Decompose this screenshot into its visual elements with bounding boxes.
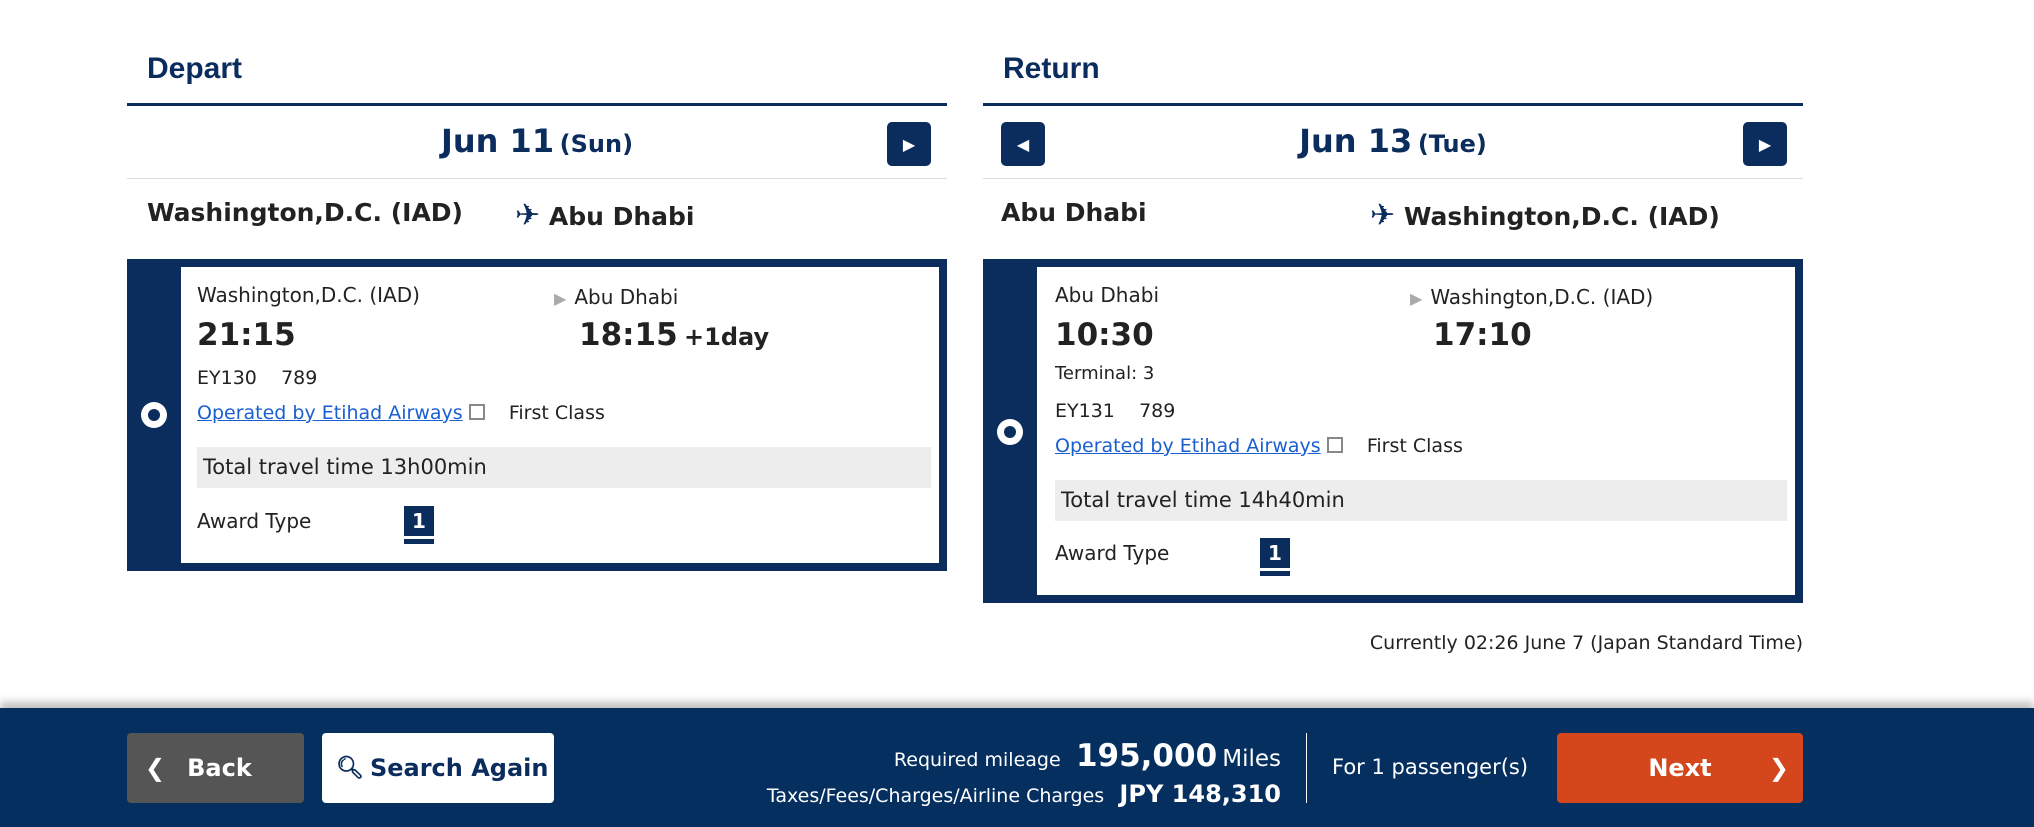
search-again-button[interactable]: 🔍︎ Search Again [322, 733, 554, 803]
operated-by-link[interactable]: Operated by Etihad Airways [1055, 435, 1321, 457]
passenger-count: For 1 passenger(s) [1332, 755, 1529, 779]
triangle-right-icon: ▶ [554, 289, 567, 308]
route-origin: Washington,D.C. (IAD) [147, 198, 463, 227]
total-travel-time: Total travel time 14h40min [1055, 480, 1787, 521]
award-type-badge: 1 [404, 506, 434, 544]
operated-by-link[interactable]: Operated by Etihad Airways [197, 402, 463, 424]
external-link-icon [1326, 437, 1343, 453]
divider [127, 103, 947, 106]
arr-city: ▶ Washington,D.C. (IAD) [1410, 285, 1654, 309]
plane-icon: ✈ [1370, 198, 1396, 233]
arr-time: 18:15 +1day [579, 317, 770, 353]
award-type-badge: 1 [1260, 538, 1290, 576]
flight-option-card[interactable]: Washington,D.C. (IAD) ▶ Abu Dhabi 21:15 1… [127, 259, 947, 571]
taxes-row: Taxes/Fees/Charges/Airline Charges JPY 1… [766, 780, 1281, 808]
operator-row: Operated by Etihad Airways First Class [197, 402, 605, 424]
chevron-right-icon: ❯ [1768, 754, 1789, 782]
divider [1306, 733, 1307, 803]
dep-time: 10:30 [1055, 317, 1154, 353]
cabin-class: First Class [1366, 435, 1463, 457]
chevron-right-icon: ▶ [902, 134, 916, 154]
destination-text: Washington,D.C. (IAD) [1403, 202, 1720, 231]
divider [983, 178, 1803, 179]
depart-column: Depart Jun 11 (Sun) ▶ Washington,D.C. (I… [127, 0, 947, 700]
flight-number: EY130 789 [197, 367, 318, 389]
chevron-left-icon: ◀ [1016, 134, 1030, 154]
current-time: Currently 02:26 June 7 (Japan Standard T… [1369, 632, 1803, 654]
next-day-button[interactable]: ▶ [1743, 122, 1787, 166]
return-heading: Return [1003, 52, 1100, 85]
depart-heading: Depart [147, 52, 243, 85]
mileage-row: Required mileage 195,000 Miles [893, 738, 1281, 774]
date-text: Jun 13 [1299, 122, 1413, 160]
flight-radio[interactable] [997, 419, 1023, 445]
divider [127, 178, 947, 179]
triangle-right-icon: ▶ [1410, 289, 1423, 308]
chevron-right-icon: ▶ [1758, 134, 1772, 154]
depart-date: Jun 11 (Sun) [127, 122, 947, 160]
prev-day-button[interactable]: ◀ [1001, 122, 1045, 166]
return-column: Return Jun 13 (Tue) ◀ ▶ Abu Dhabi ✈ Wash… [983, 0, 1803, 700]
arr-city: ▶ Abu Dhabi [554, 285, 679, 309]
operator-row: Operated by Etihad Airways First Class [1055, 435, 1463, 457]
route-origin: Abu Dhabi [1001, 198, 1147, 227]
flight-option-card[interactable]: Abu Dhabi ▶ Washington,D.C. (IAD) 10:30 1… [983, 259, 1803, 603]
cabin-class: First Class [508, 402, 605, 424]
return-date: Jun 13 (Tue) [983, 122, 1803, 160]
weekday-text: (Sun) [559, 130, 634, 158]
search-icon: 🔍︎ [336, 755, 364, 781]
plane-icon: ✈ [515, 198, 541, 233]
award-type-label: Award Type [1055, 541, 1170, 565]
award-type-label: Award Type [197, 509, 312, 533]
route-destination: ✈ Abu Dhabi [515, 198, 695, 233]
footer-bar: ❮ Back 🔍︎ Search Again Required mileage 19… [0, 708, 2034, 827]
destination-text: Abu Dhabi [548, 202, 695, 231]
date-text: Jun 11 [440, 122, 555, 160]
terminal: Terminal: 3 [1055, 363, 1155, 384]
flight-number: EY131 789 [1055, 400, 1176, 422]
route-destination: ✈ Washington,D.C. (IAD) [1370, 198, 1720, 233]
external-link-icon [468, 404, 485, 420]
chevron-left-icon: ❮ [145, 754, 166, 782]
divider [983, 103, 1803, 106]
back-button[interactable]: ❮ Back [127, 733, 304, 803]
dep-city: Washington,D.C. (IAD) [197, 283, 420, 307]
total-travel-time: Total travel time 13h00min [197, 447, 931, 488]
next-day-button[interactable]: ▶ [887, 122, 931, 166]
next-button[interactable]: Next ❯ [1557, 733, 1803, 803]
arr-time: 17:10 [1433, 317, 1532, 353]
dep-time: 21:15 [197, 317, 296, 353]
dep-city: Abu Dhabi [1055, 283, 1159, 307]
flight-radio[interactable] [141, 402, 167, 428]
weekday-text: (Tue) [1417, 130, 1487, 158]
